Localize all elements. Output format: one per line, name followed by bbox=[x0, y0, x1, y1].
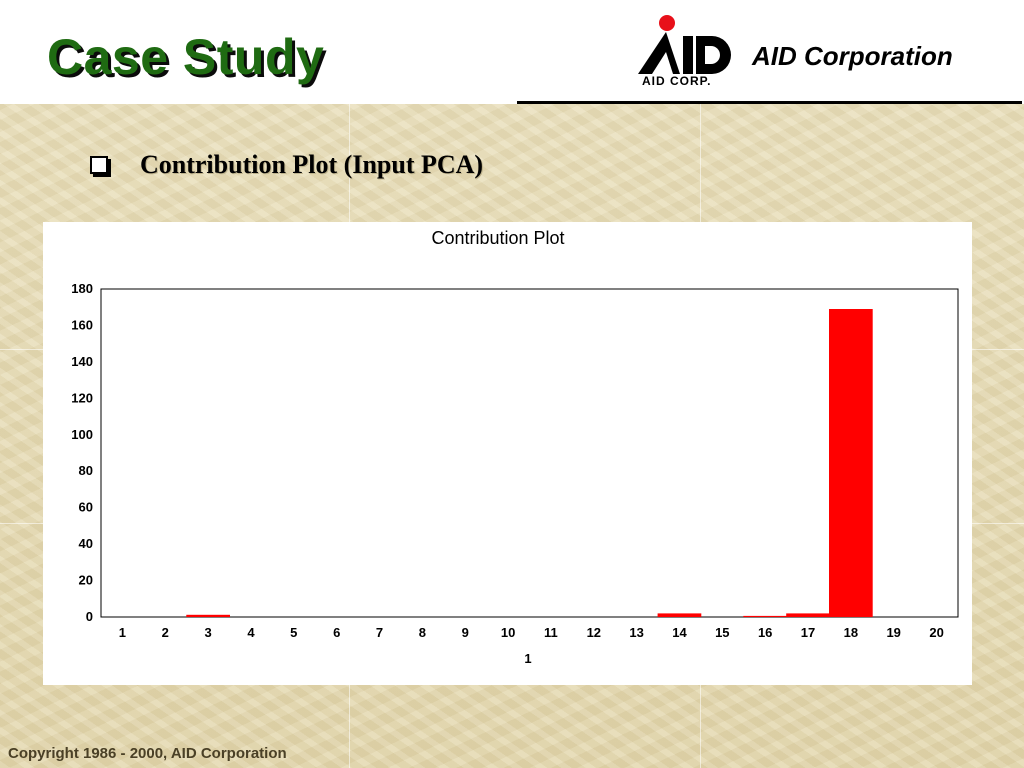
x-tick-label: 18 bbox=[844, 625, 858, 640]
y-tick-label: 180 bbox=[71, 281, 93, 296]
bar-17 bbox=[786, 613, 830, 617]
x-tick-label: 16 bbox=[758, 625, 772, 640]
header-band bbox=[0, 0, 1024, 104]
aid-logo bbox=[638, 15, 731, 74]
copyright-text: Copyright 1986 - 2000, AID Corporation bbox=[8, 745, 287, 762]
x-tick-label: 4 bbox=[247, 625, 255, 640]
x-tick-label: 1 bbox=[119, 625, 126, 640]
x-tick-label: 20 bbox=[929, 625, 943, 640]
x-tick-label: 9 bbox=[462, 625, 469, 640]
company-name: AID Corporation bbox=[752, 41, 953, 71]
logo-caption: AID CORP. bbox=[642, 74, 712, 88]
x-tick-label: 3 bbox=[204, 625, 211, 640]
x-tick-label: 15 bbox=[715, 625, 729, 640]
y-tick-label: 160 bbox=[71, 317, 93, 332]
x-tick-label: 11 bbox=[544, 625, 558, 640]
y-tick-label: 100 bbox=[71, 427, 93, 442]
x-tick-label: 10 bbox=[501, 625, 515, 640]
plot-area bbox=[100, 288, 959, 618]
y-tick-label: 60 bbox=[79, 500, 93, 515]
x-tick-label: 13 bbox=[629, 625, 643, 640]
y-tick-label: 140 bbox=[71, 354, 93, 369]
contribution-chart: Contribution Plot 0204060801001201401601… bbox=[71, 228, 959, 666]
x-tick-label: 7 bbox=[376, 625, 383, 640]
x-tick-label: 5 bbox=[290, 625, 297, 640]
x-tick-label: 6 bbox=[333, 625, 340, 640]
y-tick-label: 80 bbox=[79, 463, 93, 478]
chart-panel: Contribution Plot 0 20 40 60 80 100 120 140 160 1… bbox=[43, 222, 972, 685]
y-tick-label: 0 bbox=[86, 609, 93, 624]
checkbox-bullet-icon bbox=[90, 156, 108, 174]
y-tick-label: 120 bbox=[71, 390, 93, 405]
y-tick-label: 20 bbox=[79, 573, 93, 588]
slide-title: Case Study bbox=[47, 29, 325, 85]
bullet-item: Contribution Plot (Input PCA) bbox=[90, 150, 483, 180]
x-tick-label: 17 bbox=[801, 625, 815, 640]
x-tick-label: 2 bbox=[162, 625, 169, 640]
logo-red-dot-icon bbox=[659, 15, 675, 31]
x-tick-label: 8 bbox=[419, 625, 426, 640]
x-tick-label: 14 bbox=[672, 625, 687, 640]
bar-14 bbox=[657, 613, 702, 617]
bar-3 bbox=[186, 614, 230, 617]
x-axis-label: 1 bbox=[524, 651, 531, 666]
x-tick-label: 19 bbox=[886, 625, 900, 640]
bar-16 bbox=[743, 615, 787, 617]
bullet-text: Contribution Plot (Input PCA) bbox=[140, 150, 484, 179]
y-tick-label: 40 bbox=[79, 536, 93, 551]
bar-18 bbox=[829, 309, 873, 617]
x-tick-label: 12 bbox=[587, 625, 601, 640]
chart-title: Contribution Plot bbox=[431, 228, 564, 248]
